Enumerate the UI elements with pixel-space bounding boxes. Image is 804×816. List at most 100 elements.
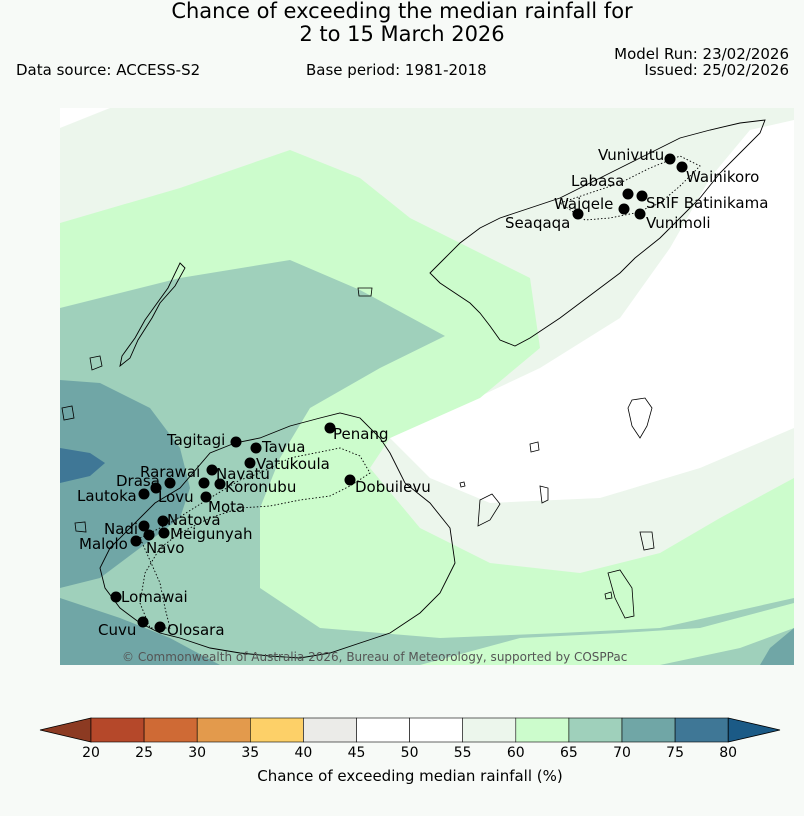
marker-navatu[interactable]: [198, 477, 210, 489]
label-penang: Penang: [333, 425, 389, 443]
marker-penang[interactable]: [324, 422, 336, 434]
island-a: [89, 355, 103, 371]
marker-olosara[interactable]: [154, 621, 166, 633]
colorbar-tick-label: 80: [719, 745, 738, 761]
colorbar-cell: [515, 717, 570, 743]
colorbar-cell: [250, 717, 304, 743]
colorbar-tick-label: 60: [506, 745, 525, 761]
marker-mota[interactable]: [200, 491, 212, 503]
colorbar-tick-label: 25: [135, 745, 153, 761]
label-lovu: Lovu: [158, 488, 194, 506]
map-title: Chance of exceeding the median rainfall …: [0, 0, 804, 46]
marker-cuvu[interactable]: [137, 616, 149, 628]
marker-srif-batinikama[interactable]: [636, 190, 648, 202]
marker-wainikoro[interactable]: [676, 161, 688, 173]
marker-labasa[interactable]: [622, 188, 634, 200]
marker-lomawai[interactable]: [110, 591, 122, 603]
island-e: [477, 493, 501, 527]
marker-dobuilevu[interactable]: [344, 474, 356, 486]
label-wainikoro: Wainikoro: [686, 168, 760, 186]
marker-vunimoli[interactable]: [634, 208, 646, 220]
label-malolo: Malolo: [79, 535, 128, 553]
title-line-2: 2 to 15 March 2026: [299, 22, 505, 46]
marker-tavua[interactable]: [250, 442, 262, 454]
base-period: Base period: 1981-2018: [306, 61, 487, 79]
band-65-70: [60, 260, 794, 665]
label-lautoka: Lautoka: [77, 487, 137, 505]
island-f: [539, 485, 549, 504]
label-nadi: Nadi: [104, 520, 139, 538]
colorbar-label: Chance of exceeding median rainfall (%): [257, 767, 563, 785]
marker-waiqele[interactable]: [618, 203, 630, 215]
label-mota: Mota: [208, 498, 246, 516]
colorbar-tick-label: 40: [294, 745, 313, 761]
colorbar-tick-label: 65: [559, 745, 578, 761]
marker-tagitagi[interactable]: [230, 436, 242, 448]
band-75-80: [60, 448, 105, 483]
marker-nadi[interactable]: [138, 520, 150, 532]
colorbar-tick-label: 55: [453, 745, 472, 761]
label-navatu: Navatu: [216, 465, 270, 483]
colorbar-tick-label: 70: [613, 745, 631, 761]
colorbar-cell: [356, 717, 410, 743]
label-olosara: Olosara: [167, 621, 225, 639]
colorbar-arrow-high: [727, 717, 781, 743]
band-70-75-south: [60, 598, 220, 665]
viti-levu-outline: [99, 412, 456, 659]
colorbar-cell: [462, 717, 517, 743]
marker-vatukoula[interactable]: [244, 457, 256, 469]
colorbar-tick-label: 45: [347, 745, 366, 761]
colorbar: [39, 717, 781, 743]
colorbar-tick-label: 75: [666, 745, 684, 761]
label-vunivutu: Vunivutu: [598, 146, 665, 164]
band-50-55: [390, 120, 794, 503]
label-meigunyah: Meigunyah: [170, 525, 253, 543]
marker-seaqaqa[interactable]: [572, 208, 584, 220]
island-g: [639, 531, 655, 551]
label-drasa: Drasa: [116, 472, 160, 490]
marker-meigunyah[interactable]: [158, 527, 170, 539]
colorbar-cell: [303, 717, 357, 743]
issued-date: Issued: 25/02/2026: [644, 61, 789, 79]
band-70-75: [60, 380, 190, 588]
colorbar-cell: [143, 717, 198, 743]
colorbar-tick-label: 30: [188, 745, 207, 761]
colorbar-cell: [674, 717, 729, 743]
label-seaqaqa: Seaqaqa: [505, 214, 571, 232]
label-vatukoula: Vatukoula: [256, 455, 330, 473]
vanua-levu-outline: [429, 119, 766, 347]
island-b: [61, 405, 75, 421]
island-c: [74, 521, 87, 533]
label-tagitagi: Tagitagi: [167, 431, 226, 449]
band-white-corner: [60, 108, 110, 128]
colorbar-tick-label: 35: [241, 745, 260, 761]
colorbar-cell: [409, 717, 464, 743]
label-lomawai: Lomawai: [121, 588, 188, 606]
island-h: [529, 441, 540, 453]
marker-malolo[interactable]: [130, 535, 142, 547]
marker-lautoka[interactable]: [138, 488, 150, 500]
marker-koronubu[interactable]: [214, 478, 226, 490]
label-koronubu: Koronubu: [225, 478, 297, 496]
marker-drasa[interactable]: [164, 477, 176, 489]
island-taveuni: [627, 397, 653, 439]
marker-navo[interactable]: [143, 529, 155, 541]
marker-vunivutu[interactable]: [664, 153, 676, 165]
label-vunimoli: Vunimoli: [646, 214, 711, 232]
rainfall-map: [60, 108, 794, 665]
marker-drasa-2[interactable]: [150, 482, 162, 494]
station-markers: [110, 153, 688, 633]
label-navo: Navo: [146, 539, 185, 557]
colorbar-tick-label: 20: [82, 745, 100, 761]
label-dobuilevu: Dobuilevu: [355, 478, 431, 496]
island-d: [357, 287, 373, 297]
marker-natova[interactable]: [157, 515, 169, 527]
band-70-75-east: [760, 628, 794, 665]
model-run: Model Run: 23/02/2026: [614, 45, 789, 63]
marker-rarawai[interactable]: [206, 464, 218, 476]
data-source: Data source: ACCESS-S2: [16, 61, 201, 79]
label-natova: Natova: [167, 511, 221, 529]
colorbar-cell: [568, 717, 623, 743]
island-i: [604, 591, 613, 600]
label-rarawai: Rarawai: [140, 463, 201, 481]
